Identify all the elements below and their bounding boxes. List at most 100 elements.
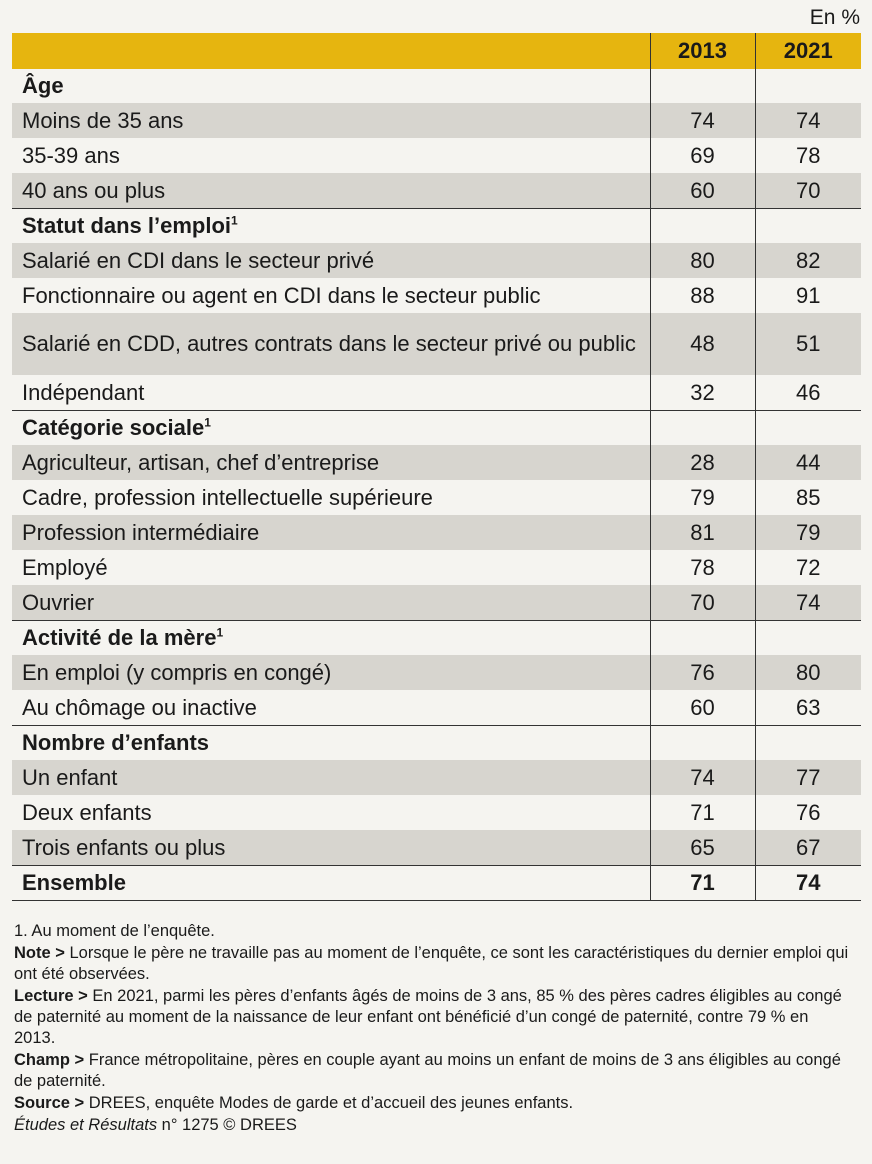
value-2021: 78 bbox=[754, 138, 861, 173]
empty-cell bbox=[754, 69, 861, 103]
value-2021: 77 bbox=[754, 760, 861, 795]
lecture-text: En 2021, parmi les pères d’enfants âgés … bbox=[14, 987, 842, 1047]
section-header-row: Nombre d’enfants bbox=[12, 725, 861, 760]
footnote-marker: 1 bbox=[204, 415, 211, 430]
row-label: Un enfant bbox=[12, 760, 650, 795]
section-title: Catégorie sociale1 bbox=[12, 410, 650, 445]
empty-cell bbox=[754, 620, 861, 655]
table-row: Deux enfants 71 76 bbox=[12, 795, 861, 830]
value-2013: 76 bbox=[649, 655, 755, 690]
section-header-row: Activité de la mère1 bbox=[12, 620, 861, 655]
row-label: Indépendant bbox=[12, 375, 650, 411]
value-2013: 60 bbox=[649, 173, 755, 209]
row-label: Moins de 35 ans bbox=[12, 103, 650, 138]
notes-block: 1. Au moment de l’enquête. Note > Lorsqu… bbox=[14, 921, 854, 1137]
note-paragraph: Note > Lorsque le père ne travaille pas … bbox=[14, 943, 854, 985]
value-2021: 85 bbox=[754, 480, 861, 515]
footnote: 1. Au moment de l’enquête. bbox=[14, 922, 215, 940]
row-label: Fonctionnaire ou agent en CDI dans le se… bbox=[12, 278, 650, 313]
value-2013: 74 bbox=[649, 103, 755, 138]
table-row: En emploi (y compris en congé) 76 80 bbox=[12, 655, 861, 690]
section-title-text: Activité de la mère bbox=[22, 625, 217, 650]
value-2013: 70 bbox=[649, 585, 755, 621]
table-row: Salarié en CDI dans le secteur privé 80 82 bbox=[12, 243, 861, 278]
empty-cell bbox=[649, 208, 755, 243]
row-label: Ouvrier bbox=[12, 585, 650, 621]
total-2013: 71 bbox=[649, 865, 755, 901]
row-label: Agriculteur, artisan, chef d’entreprise bbox=[12, 445, 650, 480]
value-2013: 81 bbox=[649, 515, 755, 550]
table-row: Trois enfants ou plus 65 67 bbox=[12, 830, 861, 866]
value-2021: 79 bbox=[754, 515, 861, 550]
value-2021: 74 bbox=[754, 103, 861, 138]
total-row: Ensemble 71 74 bbox=[12, 865, 861, 901]
row-label: Deux enfants bbox=[12, 795, 650, 830]
credit-rest: n° 1275 © DREES bbox=[157, 1116, 297, 1134]
section-title-text: Nombre d’enfants bbox=[22, 730, 210, 755]
table-row: Au chômage ou inactive 60 63 bbox=[12, 690, 861, 726]
row-label: Employé bbox=[12, 550, 650, 585]
value-2021: 82 bbox=[754, 243, 861, 278]
header-label-cell bbox=[12, 33, 650, 69]
row-label: 35-39 ans bbox=[12, 138, 650, 173]
value-2013: 78 bbox=[649, 550, 755, 585]
table-row: Un enfant 74 77 bbox=[12, 760, 861, 795]
value-2021: 67 bbox=[754, 830, 861, 866]
empty-cell bbox=[754, 725, 861, 760]
table-row: Moins de 35 ans 74 74 bbox=[12, 103, 861, 138]
row-label: Au chômage ou inactive bbox=[12, 690, 650, 726]
section-title: Nombre d’enfants bbox=[12, 725, 650, 760]
table-row: Ouvrier 70 74 bbox=[12, 585, 861, 621]
table-row: Fonctionnaire ou agent en CDI dans le se… bbox=[12, 278, 861, 313]
table-row: Agriculteur, artisan, chef d’entreprise 2… bbox=[12, 445, 861, 480]
champ-label: Champ > bbox=[14, 1051, 85, 1069]
total-2021: 74 bbox=[754, 865, 861, 901]
value-2021: 44 bbox=[754, 445, 861, 480]
table-row: Employé 78 72 bbox=[12, 550, 861, 585]
table-row: 40 ans ou plus 60 70 bbox=[12, 173, 861, 209]
value-2013: 28 bbox=[649, 445, 755, 480]
value-2013: 65 bbox=[649, 830, 755, 866]
row-label: Trois enfants ou plus bbox=[12, 830, 650, 866]
value-2021: 72 bbox=[754, 550, 861, 585]
header-year-2021: 2021 bbox=[754, 33, 861, 69]
credit-line: Études et Résultats n° 1275 © DREES bbox=[14, 1115, 854, 1136]
value-2013: 48 bbox=[649, 313, 755, 375]
champ-paragraph: Champ > France métropolitaine, pères en … bbox=[14, 1050, 854, 1092]
value-2013: 88 bbox=[649, 278, 755, 313]
section-header-row: Catégorie sociale1 bbox=[12, 410, 861, 445]
table-body: Âge Moins de 35 ans 74 74 35-39 ans 69 78 40 an… bbox=[12, 69, 861, 901]
value-2021: 74 bbox=[754, 585, 861, 621]
section-header-row: Statut dans l’emploi1 bbox=[12, 208, 861, 243]
value-2021: 46 bbox=[754, 375, 861, 411]
section-title: Statut dans l’emploi1 bbox=[12, 208, 650, 243]
section-title: Activité de la mère1 bbox=[12, 620, 650, 655]
section-title-text: Âge bbox=[22, 73, 64, 98]
table-row: 35-39 ans 69 78 bbox=[12, 138, 861, 173]
unit-label: En % bbox=[809, 6, 860, 29]
footnote-marker: 1 bbox=[231, 213, 238, 228]
lecture-paragraph: Lecture > En 2021, parmi les pères d’enf… bbox=[14, 986, 854, 1049]
header-year-2013: 2013 bbox=[649, 33, 755, 69]
empty-cell bbox=[649, 69, 755, 103]
value-2021: 76 bbox=[754, 795, 861, 830]
table-row: Indépendant 32 46 bbox=[12, 375, 861, 411]
section-title-text: Statut dans l’emploi bbox=[22, 213, 232, 238]
table-row: Salarié en CDD, autres contrats dans le … bbox=[12, 313, 861, 375]
empty-cell bbox=[649, 410, 755, 445]
note-label: Note > bbox=[14, 944, 65, 962]
value-2021: 63 bbox=[754, 690, 861, 726]
row-label: Salarié en CDD, autres contrats dans le … bbox=[12, 313, 650, 375]
source-label: Source > bbox=[14, 1094, 85, 1112]
credit-publication: Études et Résultats bbox=[14, 1116, 158, 1134]
section-header-row: Âge bbox=[12, 69, 861, 103]
footnote-marker: 1 bbox=[216, 625, 224, 640]
value-2013: 79 bbox=[649, 480, 755, 515]
section-title: Âge bbox=[12, 69, 650, 103]
empty-cell bbox=[649, 725, 755, 760]
source-paragraph: Source > DREES, enquête Modes de garde e… bbox=[14, 1093, 854, 1114]
value-2013: 60 bbox=[649, 690, 755, 726]
row-label: En emploi (y compris en congé) bbox=[12, 655, 650, 690]
empty-cell bbox=[649, 620, 755, 655]
value-2013: 74 bbox=[649, 760, 755, 795]
